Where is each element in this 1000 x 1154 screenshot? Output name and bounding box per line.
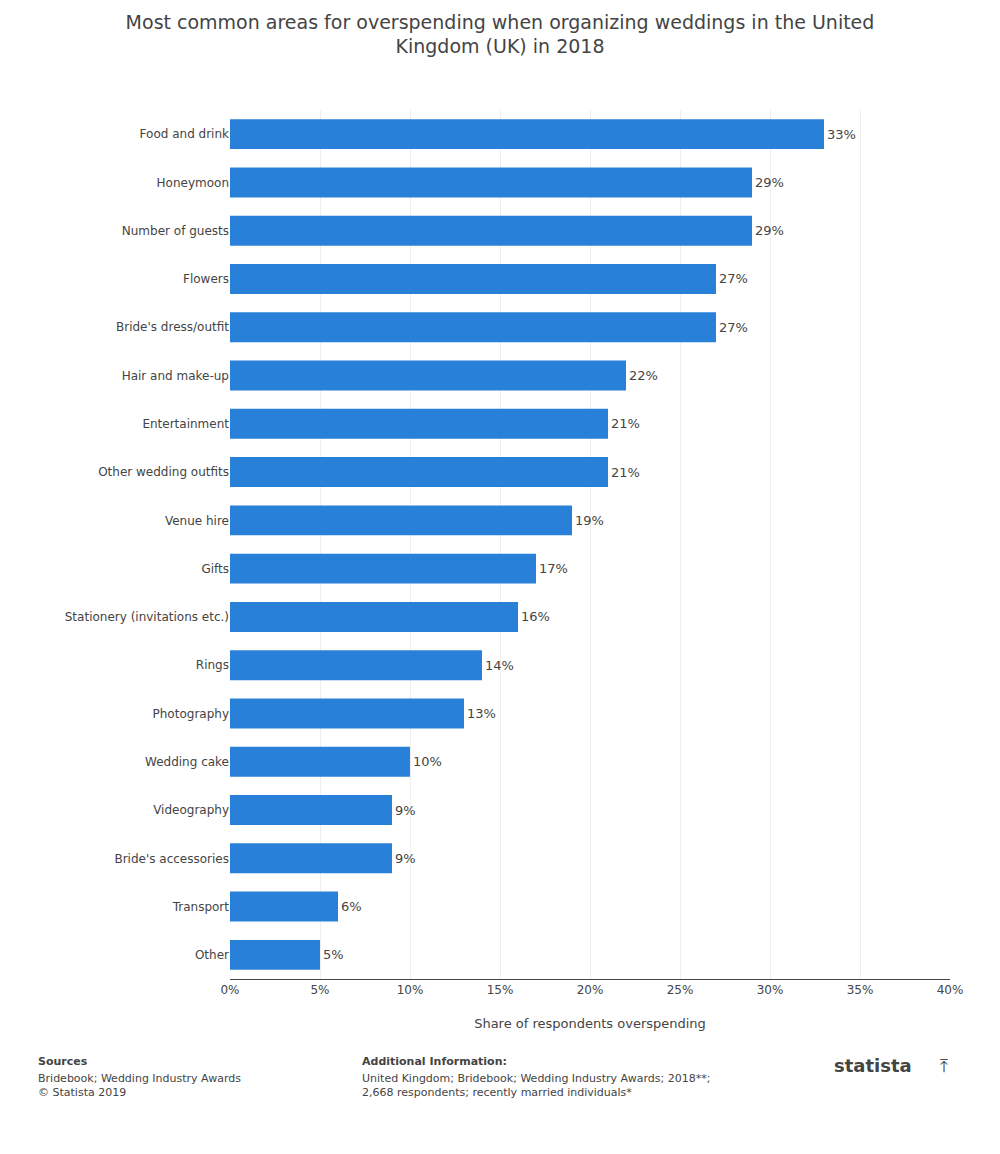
svg-text:19%: 19% bbox=[575, 513, 604, 528]
svg-text:Transport: Transport bbox=[172, 900, 230, 914]
svg-text:30%: 30% bbox=[757, 983, 784, 997]
svg-text:Hair and make-up: Hair and make-up bbox=[122, 369, 229, 383]
svg-text:Stationery (invitations etc.): Stationery (invitations etc.) bbox=[65, 610, 229, 624]
svg-text:Wedding cake: Wedding cake bbox=[145, 755, 229, 769]
svg-text:5%: 5% bbox=[323, 947, 344, 962]
svg-text:5%: 5% bbox=[310, 983, 329, 997]
svg-text:statista: statista bbox=[834, 1055, 912, 1076]
svg-text:Other: Other bbox=[195, 948, 229, 962]
svg-text:27%: 27% bbox=[719, 271, 748, 286]
svg-text:21%: 21% bbox=[611, 416, 640, 431]
svg-text:33%: 33% bbox=[827, 127, 856, 142]
svg-text:Share of respondents overspend: Share of respondents overspending bbox=[474, 1016, 706, 1031]
svg-text:Sources: Sources bbox=[38, 1055, 88, 1068]
svg-text:Gifts: Gifts bbox=[201, 562, 229, 576]
svg-text:21%: 21% bbox=[611, 465, 640, 480]
svg-text:35%: 35% bbox=[847, 983, 874, 997]
svg-text:16%: 16% bbox=[521, 609, 550, 624]
svg-text:Bridebook; Wedding Industry Aw: Bridebook; Wedding Industry Awards© Stat… bbox=[38, 1072, 241, 1099]
svg-text:Photography: Photography bbox=[153, 707, 229, 721]
svg-text:17%: 17% bbox=[539, 561, 568, 576]
svg-text:Flowers: Flowers bbox=[183, 272, 229, 286]
svg-text:40%: 40% bbox=[937, 983, 964, 997]
svg-text:Food and drink: Food and drink bbox=[140, 127, 229, 141]
svg-text:10%: 10% bbox=[397, 983, 424, 997]
svg-text:13%: 13% bbox=[467, 706, 496, 721]
svg-text:Most common areas for overspen: Most common areas for overspending when … bbox=[126, 11, 875, 58]
svg-text:22%: 22% bbox=[629, 368, 658, 383]
svg-text:27%: 27% bbox=[719, 320, 748, 335]
svg-text:⤒: ⤒ bbox=[940, 1055, 948, 1076]
svg-text:Number of guests: Number of guests bbox=[122, 224, 229, 238]
svg-text:20%: 20% bbox=[577, 983, 604, 997]
svg-text:Honeymoon: Honeymoon bbox=[157, 176, 229, 190]
svg-text:25%: 25% bbox=[667, 983, 694, 997]
svg-text:0%: 0% bbox=[220, 983, 239, 997]
svg-text:9%: 9% bbox=[395, 851, 416, 866]
svg-text:Bride's accessories: Bride's accessories bbox=[114, 852, 229, 866]
svg-text:Additional Information:: Additional Information: bbox=[362, 1055, 507, 1068]
svg-text:10%: 10% bbox=[413, 754, 442, 769]
svg-text:Rings: Rings bbox=[196, 658, 229, 672]
svg-text:Entertainment: Entertainment bbox=[142, 417, 229, 431]
svg-text:Bride's dress/outfit: Bride's dress/outfit bbox=[116, 320, 229, 334]
svg-text:Venue hire: Venue hire bbox=[165, 514, 229, 528]
svg-text:29%: 29% bbox=[755, 175, 784, 190]
svg-text:14%: 14% bbox=[485, 658, 514, 673]
svg-text:15%: 15% bbox=[487, 983, 514, 997]
svg-text:Other wedding outfits: Other wedding outfits bbox=[98, 465, 229, 479]
svg-text:Videography: Videography bbox=[153, 803, 229, 817]
svg-text:6%: 6% bbox=[341, 899, 362, 914]
svg-text:United Kingdom; Bridebook; Wed: United Kingdom; Bridebook; Wedding Indus… bbox=[362, 1072, 710, 1099]
svg-text:29%: 29% bbox=[755, 223, 784, 238]
svg-text:9%: 9% bbox=[395, 803, 416, 818]
